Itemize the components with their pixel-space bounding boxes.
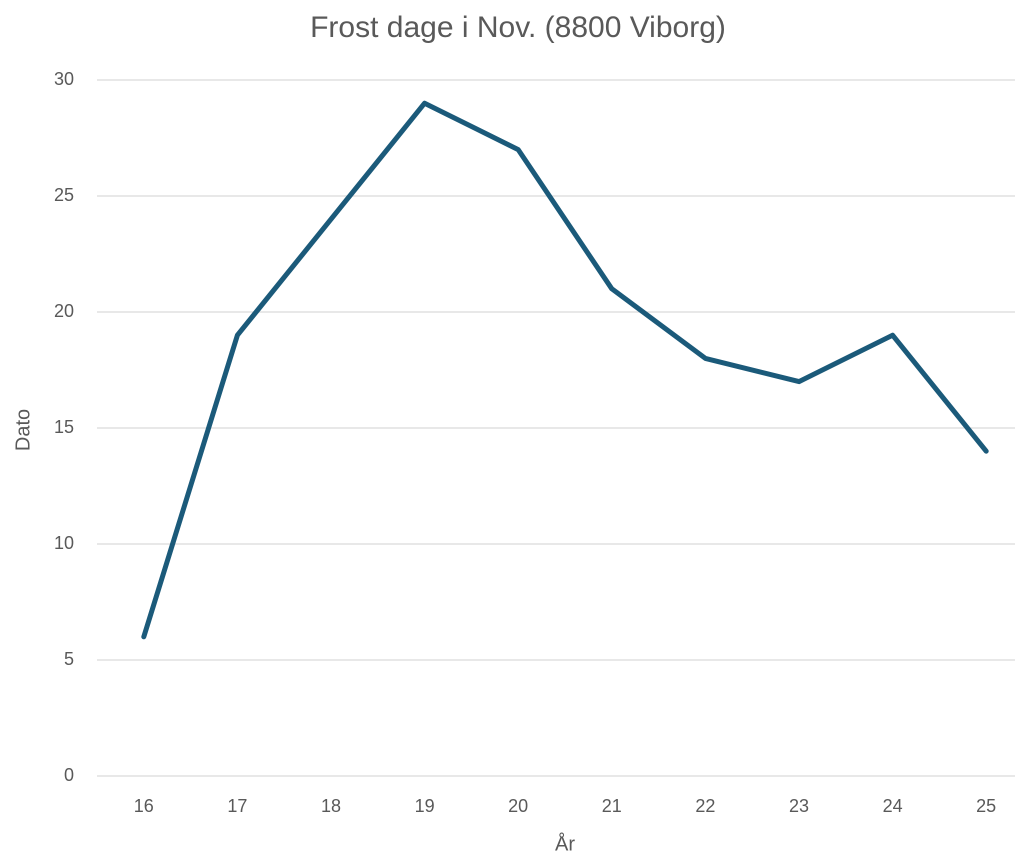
y-tick-label: 20 xyxy=(54,301,74,321)
y-tick-label: 5 xyxy=(64,649,74,669)
x-tick-label: 19 xyxy=(415,796,435,816)
x-tick-label: 23 xyxy=(789,796,809,816)
x-tick-label: 17 xyxy=(227,796,247,816)
x-tick-label: 21 xyxy=(602,796,622,816)
chart-title: Frost dage i Nov. (8800 Viborg) xyxy=(310,11,726,44)
x-tick-label: 18 xyxy=(321,796,341,816)
y-tick-label: 15 xyxy=(54,417,74,437)
x-tick-label: 24 xyxy=(883,796,903,816)
y-tick-label: 25 xyxy=(54,185,74,205)
line xyxy=(141,100,989,640)
y-tick-label: 10 xyxy=(54,533,74,553)
x-tick-label: 22 xyxy=(695,796,715,816)
x-tick-label: 25 xyxy=(976,796,996,816)
x-axis-label: År xyxy=(555,832,575,855)
y-tick-label: 0 xyxy=(64,765,74,785)
y-axis-label: Dato xyxy=(12,409,34,451)
x-tick-label: 16 xyxy=(134,796,154,816)
y-tick-label: 30 xyxy=(54,69,74,89)
x-tick-label: 20 xyxy=(508,796,528,816)
